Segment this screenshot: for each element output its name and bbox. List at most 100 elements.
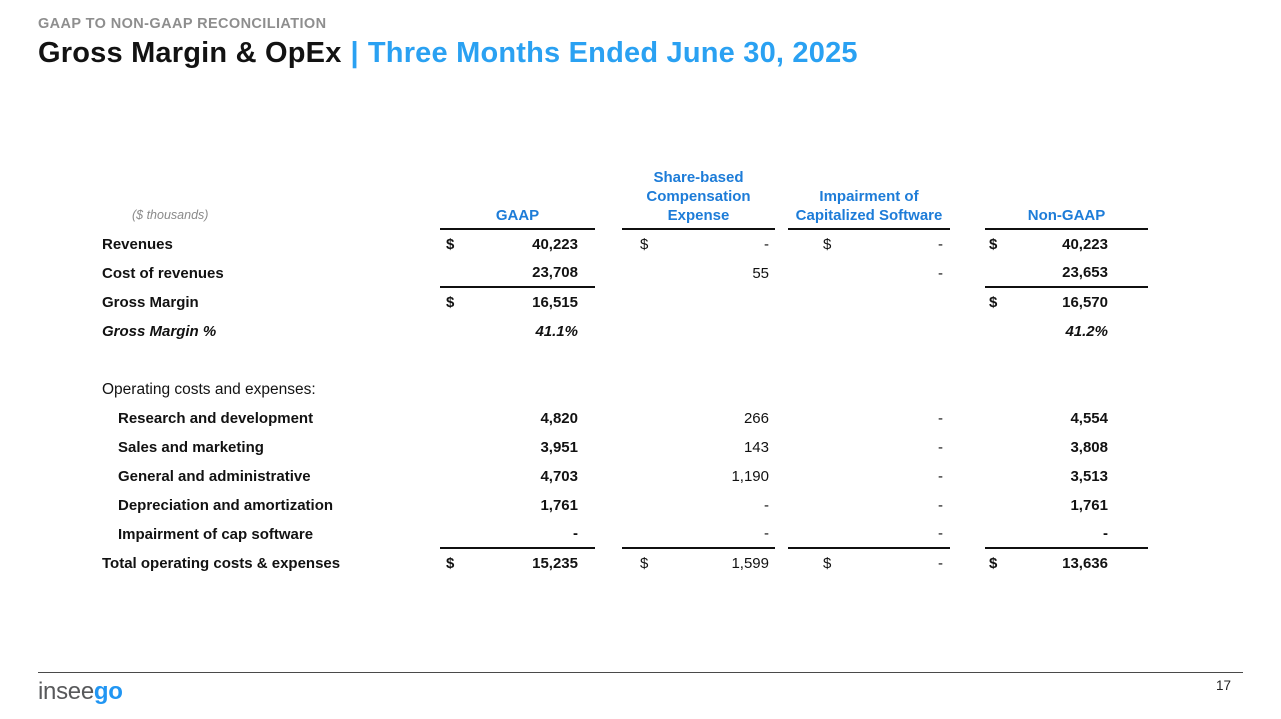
cell-sbc xyxy=(622,288,775,317)
cell-ng xyxy=(985,375,1148,404)
cell-value: 143 xyxy=(743,439,769,456)
cell-sbc: 266 xyxy=(622,404,775,433)
column-header-gaap: GAAP xyxy=(440,206,595,230)
table-row: General and administrative 4,703 1,190 - 3,5… xyxy=(100,462,1150,491)
row-label: General and administrative xyxy=(118,468,311,485)
cell-value: - xyxy=(938,439,943,456)
cell-ng: 41.2% xyxy=(985,317,1148,346)
cell-imp xyxy=(788,317,950,346)
cell-value: 16,570 xyxy=(1062,294,1108,311)
slide-header: GAAP TO NON-GAAP RECONCILIATION Gross Ma… xyxy=(38,16,858,70)
table-row: Gross Margin $16,515 $16,570 xyxy=(100,288,1150,317)
cell-value: 1,761 xyxy=(540,497,578,514)
table-header-row: ($ thousands) GAAP Share-based Compensat… xyxy=(100,166,1150,230)
cell-value: 16,515 xyxy=(532,294,578,311)
table-row: Total operating costs & expenses $15,235 $… xyxy=(100,549,1150,578)
column-header-impairment-capitalized-software: Impairment of Capitalized Software xyxy=(788,187,950,230)
cell-gaap xyxy=(440,375,595,404)
cell-sbc: - xyxy=(622,491,775,520)
cell-value: 40,223 xyxy=(1062,236,1108,253)
cell-imp xyxy=(788,375,950,404)
cell-value: - xyxy=(764,497,769,514)
cell-sbc: $ - xyxy=(622,230,775,259)
row-label: Operating costs and expenses: xyxy=(102,380,316,398)
eyebrow-label: GAAP TO NON-GAAP RECONCILIATION xyxy=(38,16,327,32)
cell-value: 4,703 xyxy=(540,468,578,485)
cell-value: 40,223 xyxy=(532,236,578,253)
cell-value: 23,708 xyxy=(532,264,578,281)
cell-ng: $40,223 xyxy=(985,230,1148,259)
dollar-sign: $ xyxy=(989,294,998,311)
row-label: Revenues xyxy=(102,236,173,253)
cell-value: - xyxy=(938,468,943,485)
footer-divider xyxy=(38,672,1243,673)
cell-ng: 3,808 xyxy=(985,433,1148,462)
table-spacer-row xyxy=(100,346,1150,375)
cell-value: 55 xyxy=(752,265,769,282)
row-label: Total operating costs & expenses xyxy=(102,555,341,572)
cell-gaap: 3,951 xyxy=(440,433,595,462)
table-row: Depreciation and amortization 1,761 - - 1,76… xyxy=(100,491,1150,520)
cell-ng: 1,761 xyxy=(985,491,1148,520)
table-body: Revenues $40,223 $ - $ - $40,223 Cost of revenu… xyxy=(100,230,1150,578)
reconciliation-table: ($ thousands) GAAP Share-based Compensat… xyxy=(100,166,1150,578)
cell-sbc xyxy=(622,375,775,404)
cell-imp: $ - xyxy=(788,230,950,259)
cell-value: - xyxy=(938,497,943,514)
cell-value: 13,636 xyxy=(1062,555,1108,572)
cell-gaap: $15,235 xyxy=(440,549,595,578)
cell-gaap: 23,708 xyxy=(440,259,595,288)
page-number: 17 xyxy=(1215,678,1231,693)
cell-ng: 3,513 xyxy=(985,462,1148,491)
cell-sbc: 143 xyxy=(622,433,775,462)
units-note: ($ thousands) xyxy=(132,208,209,222)
cell-sbc xyxy=(622,317,775,346)
cell-gaap: 4,703 xyxy=(440,462,595,491)
cell-gaap: $40,223 xyxy=(440,230,595,259)
cell-value: 41.1% xyxy=(535,323,578,340)
table-row: Revenues $40,223 $ - $ - $40,223 xyxy=(100,230,1150,259)
cell-value: - xyxy=(1103,525,1108,542)
dollar-sign: $ xyxy=(446,236,455,253)
table-row: Operating costs and expenses: xyxy=(100,375,1150,404)
dollar-sign: $ xyxy=(823,236,832,253)
title-separator: | xyxy=(350,37,359,69)
cell-value: 3,808 xyxy=(1070,439,1108,456)
cell-value: 15,235 xyxy=(532,555,578,572)
table-row: Sales and marketing 3,951 143 - 3,808 xyxy=(100,433,1150,462)
cell-value: 1,190 xyxy=(731,468,769,485)
column-header-share-based-compensation: Share-based Compensation Expense xyxy=(622,168,775,230)
column-header-non-gaap: Non-GAAP xyxy=(985,206,1148,230)
dollar-sign: $ xyxy=(446,294,455,311)
row-label: Depreciation and amortization xyxy=(118,497,334,514)
cell-value: 4,820 xyxy=(540,410,578,427)
title-main: Gross Margin & OpEx xyxy=(38,37,342,69)
dollar-sign: $ xyxy=(823,555,832,572)
cell-value: 23,653 xyxy=(1062,264,1108,281)
cell-value: 4,554 xyxy=(1070,410,1108,427)
row-label: Gross Margin xyxy=(102,294,199,311)
row-label: Cost of revenues xyxy=(102,265,224,282)
cell-value: 41.2% xyxy=(1065,323,1108,340)
cell-ng: - xyxy=(985,520,1148,549)
cell-value: - xyxy=(764,525,769,542)
cell-value: - xyxy=(764,236,769,253)
page-title: Gross Margin & OpEx | Three Months Ended J… xyxy=(38,37,858,70)
cell-ng: $16,570 xyxy=(985,288,1148,317)
table-row: Research and development 4,820 266 - 4,554 xyxy=(100,404,1150,433)
row-label: Impairment of cap software xyxy=(118,526,314,543)
dollar-sign: $ xyxy=(989,236,998,253)
cell-ng: 4,554 xyxy=(985,404,1148,433)
cell-sbc: - xyxy=(622,520,775,549)
cell-imp: - xyxy=(788,404,950,433)
cell-value: - xyxy=(938,555,943,572)
cell-imp: - xyxy=(788,462,950,491)
row-label: Gross Margin % xyxy=(102,323,217,340)
row-label: Research and development xyxy=(118,410,314,427)
cell-imp: - xyxy=(788,433,950,462)
cell-value: - xyxy=(938,236,943,253)
cell-gaap: 4,820 xyxy=(440,404,595,433)
cell-value: - xyxy=(573,525,578,542)
cell-gaap: 1,761 xyxy=(440,491,595,520)
